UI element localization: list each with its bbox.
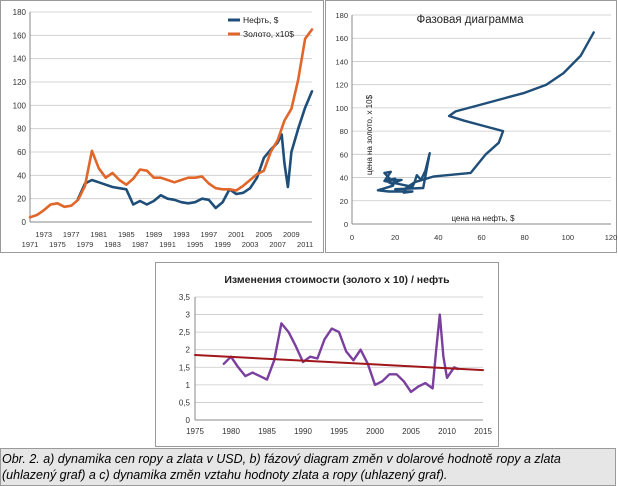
y-tick-label: 60 bbox=[340, 150, 348, 159]
series-line bbox=[376, 31, 595, 194]
y-tick-label: 60 bbox=[17, 148, 26, 157]
x-tick-label: 1989 bbox=[145, 230, 162, 239]
chart-c-frame bbox=[155, 262, 499, 447]
x-tick-label: 1995 bbox=[330, 427, 348, 436]
y-tick-label: 20 bbox=[340, 197, 348, 206]
legend-label: Золото, x10$ bbox=[243, 29, 294, 39]
chart-c-ratio: Изменения стоимости (золото x 10) / нефт… bbox=[155, 262, 499, 447]
y-tick-label: 0 bbox=[22, 218, 27, 227]
x-tick-label: 1999 bbox=[214, 240, 231, 249]
x-tick-label: 1975 bbox=[186, 427, 204, 436]
y-tick-label: 2,5 bbox=[179, 328, 191, 337]
y-tick-label: 160 bbox=[335, 34, 348, 43]
y-tick-label: 100 bbox=[13, 101, 27, 110]
chart-a-frame bbox=[0, 0, 324, 253]
y-tick-label: 3,5 bbox=[179, 293, 191, 302]
x-tick-label: 1993 bbox=[173, 230, 190, 239]
chart-a-prices: 0 20 40 60 80 100 120 140 160 180 1973 1977 1981 1985… bbox=[0, 0, 324, 253]
y-tick-label: 140 bbox=[13, 55, 27, 64]
x-tick-label: 2003 bbox=[242, 240, 259, 249]
x-tick-label: 80 bbox=[520, 233, 528, 242]
y-tick-label: 120 bbox=[13, 78, 27, 87]
x-tick-label: 1985 bbox=[118, 230, 135, 239]
x-tick-label: 1985 bbox=[258, 427, 276, 436]
x-tick-label: 0 bbox=[350, 233, 354, 242]
y-axis-label: цена на золото, x 10$ bbox=[365, 94, 374, 175]
y-tick-label: 40 bbox=[340, 174, 348, 183]
y-tick-label: 120 bbox=[335, 81, 348, 90]
chart-title: Фазовая диаграмма bbox=[416, 14, 524, 26]
y-tick-label: 1 bbox=[186, 381, 191, 390]
y-tick-label: 0 bbox=[186, 416, 191, 425]
x-tick-label: 2010 bbox=[438, 427, 456, 436]
series-line bbox=[28, 28, 314, 219]
x-tick-label: 1991 bbox=[159, 240, 176, 249]
x-tick-label: 20 bbox=[391, 233, 399, 242]
y-tick-label: 0,5 bbox=[179, 398, 191, 407]
x-tick-label: 2011 bbox=[297, 240, 313, 249]
y-tick-label: 3 bbox=[186, 311, 191, 320]
chart-b-frame bbox=[325, 0, 617, 253]
x-tick-label: 2000 bbox=[366, 427, 384, 436]
x-tick-label: 120 bbox=[605, 233, 618, 242]
chart-title: Изменения стоимости (золото x 10) / нефт… bbox=[224, 274, 450, 286]
figure-caption: Obr. 2. a) dynamika cen ropy a zlata v U… bbox=[2, 452, 561, 482]
x-tick-label: 1997 bbox=[200, 230, 217, 239]
x-tick-label: 1995 bbox=[187, 240, 204, 249]
x-tick-label: 1977 bbox=[63, 230, 80, 239]
y-tick-label: 160 bbox=[13, 31, 27, 40]
x-tick-label: 1971 bbox=[22, 240, 39, 249]
x-tick-label: 2005 bbox=[402, 427, 420, 436]
x-tick-label: 2005 bbox=[256, 230, 273, 239]
trend-line bbox=[194, 354, 484, 372]
y-tick-label: 180 bbox=[335, 11, 348, 20]
ratio-line bbox=[222, 313, 459, 394]
x-tick-label: 1973 bbox=[35, 230, 52, 239]
x-tick-label: 2007 bbox=[269, 240, 286, 249]
x-tick-label: 2009 bbox=[283, 230, 300, 239]
x-tick-label: 1975 bbox=[49, 240, 66, 249]
y-tick-label: 40 bbox=[17, 171, 26, 180]
x-tick-label: 1983 bbox=[104, 240, 121, 249]
x-tick-label: 1981 bbox=[90, 230, 107, 239]
x-tick-label: 40 bbox=[434, 233, 442, 242]
y-tick-label: 180 bbox=[13, 8, 27, 17]
x-tick-label: 2015 bbox=[474, 427, 492, 436]
x-tick-label: 60 bbox=[477, 233, 485, 242]
y-tick-label: 20 bbox=[17, 195, 26, 204]
y-tick-label: 0 bbox=[344, 220, 348, 229]
y-tick-label: 80 bbox=[17, 125, 26, 134]
x-tick-label: 100 bbox=[562, 233, 575, 242]
y-tick-label: 2 bbox=[186, 346, 191, 355]
x-tick-label: 1979 bbox=[77, 240, 94, 249]
x-tick-label: 1987 bbox=[132, 240, 149, 249]
chart-b-phase-diagram: 0 20 40 60 80 100 120 140 160 180 0 20 40 60 80 100 120 Ф… bbox=[325, 0, 618, 253]
x-tick-label: 1990 bbox=[294, 427, 312, 436]
y-tick-label: 100 bbox=[335, 104, 348, 113]
y-tick-label: 80 bbox=[340, 127, 348, 136]
x-tick-label: 1980 bbox=[222, 427, 240, 436]
x-axis-label: цена на нефть, $ bbox=[451, 214, 515, 223]
y-tick-label: 140 bbox=[335, 57, 348, 66]
series-line bbox=[76, 90, 314, 210]
y-tick-label: 1,5 bbox=[179, 363, 191, 372]
legend-label: Нефть, $ bbox=[243, 15, 279, 25]
x-tick-label: 2001 bbox=[228, 230, 245, 239]
